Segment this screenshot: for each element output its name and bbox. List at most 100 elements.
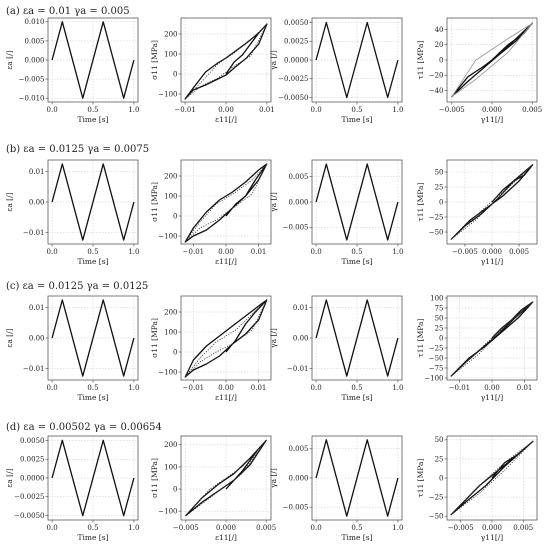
y-tick-label: −100 [158,368,177,376]
y-axis-label: γa [/] [269,468,278,488]
x-axis-label: γ11[/] [481,393,503,402]
x-tick-label: −0.005 [439,106,465,114]
x-axis-label: γ11[/] [481,115,503,124]
y-tick-label: −50 [429,354,444,362]
y-tick-label: 0 [173,70,177,78]
row-label: (b) εa = 0.0125 γa = 0.0075 [6,144,149,155]
y-tick-label: 0 [173,348,177,356]
y-tick-label: −50 [429,513,444,521]
x-tick-label: 0.5 [351,248,362,256]
y-tick-label: −0.01 [23,229,44,237]
x-tick-label: −0.01 [449,384,470,392]
y-tick-label: −100 [424,374,443,382]
subplot: 0.0 0.5 1.0 −0.01 0.00 0.01 Time [s] εa [/] [5,159,139,266]
y-tick-label: −100 [158,508,177,516]
x-tick-label: 0.000 [482,248,502,256]
x-tick-label: 0.000 [482,524,502,532]
y-tick-label: 0.01 [29,304,45,312]
row-label: (d) εa = 0.00502 γa = 0.00654 [6,422,162,433]
x-tick-label: 0.00 [484,384,500,392]
x-tick-label: 0.0 [47,248,58,256]
x-axis-label: ε11[/] [215,257,237,266]
x-tick-label: 0.0 [47,106,58,114]
x-tick-label: 1.0 [392,524,403,532]
y-axis-label: σ11 [MPa] [150,458,159,498]
figure-row: (b) εa = 0.0125 γa = 0.0075 0.0 0.5 1.0 −0.0… [5,144,538,266]
x-tick-label: −0.01 [183,384,204,392]
y-tick-label: 100 [164,328,177,336]
row-label: (c) εa = 0.0125 γa = 0.0125 [6,281,148,292]
x-tick-label: 0.0 [47,384,58,392]
y-tick-label: 0.00 [29,334,45,342]
y-tick-label: −25 [429,493,444,501]
x-tick-label: 0.00 [218,384,234,392]
series-line-dotted [184,299,268,378]
x-tick-label: −0.005 [448,524,474,532]
y-tick-label: −0.0025 [14,493,44,501]
subplot: 0.0 0.5 1.0 −0.0050 −0.0025 0.0000 0.0025 0.005… [5,435,139,542]
series-line [51,299,135,377]
y-axis-label: εa [/] [5,192,14,211]
x-axis-label: Time [s] [77,257,108,266]
series-line-dotted [184,23,268,100]
x-axis-label: Time [s] [341,393,372,402]
y-tick-label: 0 [173,212,177,220]
series-line-dotted [450,164,533,240]
x-tick-label: 1.0 [128,248,139,256]
figure-row: (c) εa = 0.0125 γa = 0.0125 0.0 0.5 1.0 −0.0… [5,281,538,402]
x-tick-label: 1.0 [128,384,139,392]
x-tick-label: 0.005 [522,106,542,114]
y-tick-label: 0.00 [29,198,45,206]
x-tick-label: 0.0 [311,384,322,392]
y-tick-label: 0 [439,334,443,342]
subplot: 0.0 0.5 1.0 −0.0050 −0.0025 0.0000 0.0025 0.005… [269,17,403,124]
x-axis-label: γ11[/] [481,533,503,542]
x-tick-label: −0.01 [183,248,204,256]
x-tick-label: 0.005 [256,524,276,532]
row-label: (a) εa = 0.01 γa = 0.005 [6,6,130,17]
x-axis-label: ε11[/] [215,115,237,124]
x-tick-label: 0.01 [251,384,267,392]
x-axis-label: ε11[/] [215,533,237,542]
x-tick-label: 1.0 [392,248,403,256]
y-tick-label: −40 [429,87,444,95]
series-line [184,163,268,243]
x-tick-label: 0.5 [351,106,362,114]
y-tick-label: 200 [164,30,177,38]
y-tick-label: 0.000 [288,198,308,206]
y-tick-label: 40 [435,26,444,34]
y-tick-label: −0.0025 [278,75,308,83]
series-line-dotted [184,163,268,243]
x-tick-label: 0.0 [311,248,322,256]
y-axis-label: σ11 [MPa] [150,318,159,358]
y-axis-label: γa [/] [269,328,278,348]
y-tick-label: 0.005 [24,37,44,45]
y-axis-label: τ11 [MPa] [416,459,425,498]
subplot: −0.01 0.00 0.01 −100 0 100 200 ε11[/] σ11 [MPa] [150,159,272,266]
y-tick-label: 200 [164,441,177,449]
y-tick-label: −25 [429,344,444,352]
series-line-dotted [450,301,534,377]
series-line [450,301,534,377]
y-tick-label: −0.0050 [278,94,308,102]
figure-row: (a) εa = 0.01 γa = 0.0050.0 0.5 1.0−0.010−… [5,6,542,124]
subplot: 0.0 0.5 1.0 −0.005 0.000 0.005 Time [s] γa [/] [269,159,403,266]
y-axis-label: τ11 [MPa] [416,41,425,80]
x-tick-label: 0.01 [259,106,275,114]
y-tick-label: −100 [158,232,177,240]
subplot: −0.005 0.000 0.005 −50 −25 0 25 50 γ11[/] τ11 [MP… [416,435,538,542]
y-tick-label: 100 [164,192,177,200]
x-axis-label: Time [s] [341,115,372,124]
series-line-gray [451,22,533,98]
y-tick-label: 0 [439,474,443,482]
y-tick-label: 0.010 [24,18,44,26]
y-tick-label: 0.005 [288,173,308,181]
subplot: −0.005 0.000 0.005 −40 −20 0 20 40 γ11[/] τ11 [MP… [416,17,542,124]
x-tick-label: 1.0 [392,384,403,392]
x-tick-label: 1.0 [128,106,139,114]
series-line [51,163,135,241]
y-axis-label: εa [/] [5,328,14,347]
subplot: −0.005 0.000 0.005 −50 −25 0 25 50 γ11[/] τ11 [MP… [416,159,538,266]
x-tick-label: 0.0 [311,524,322,532]
y-tick-label: −0.01 [287,365,308,373]
